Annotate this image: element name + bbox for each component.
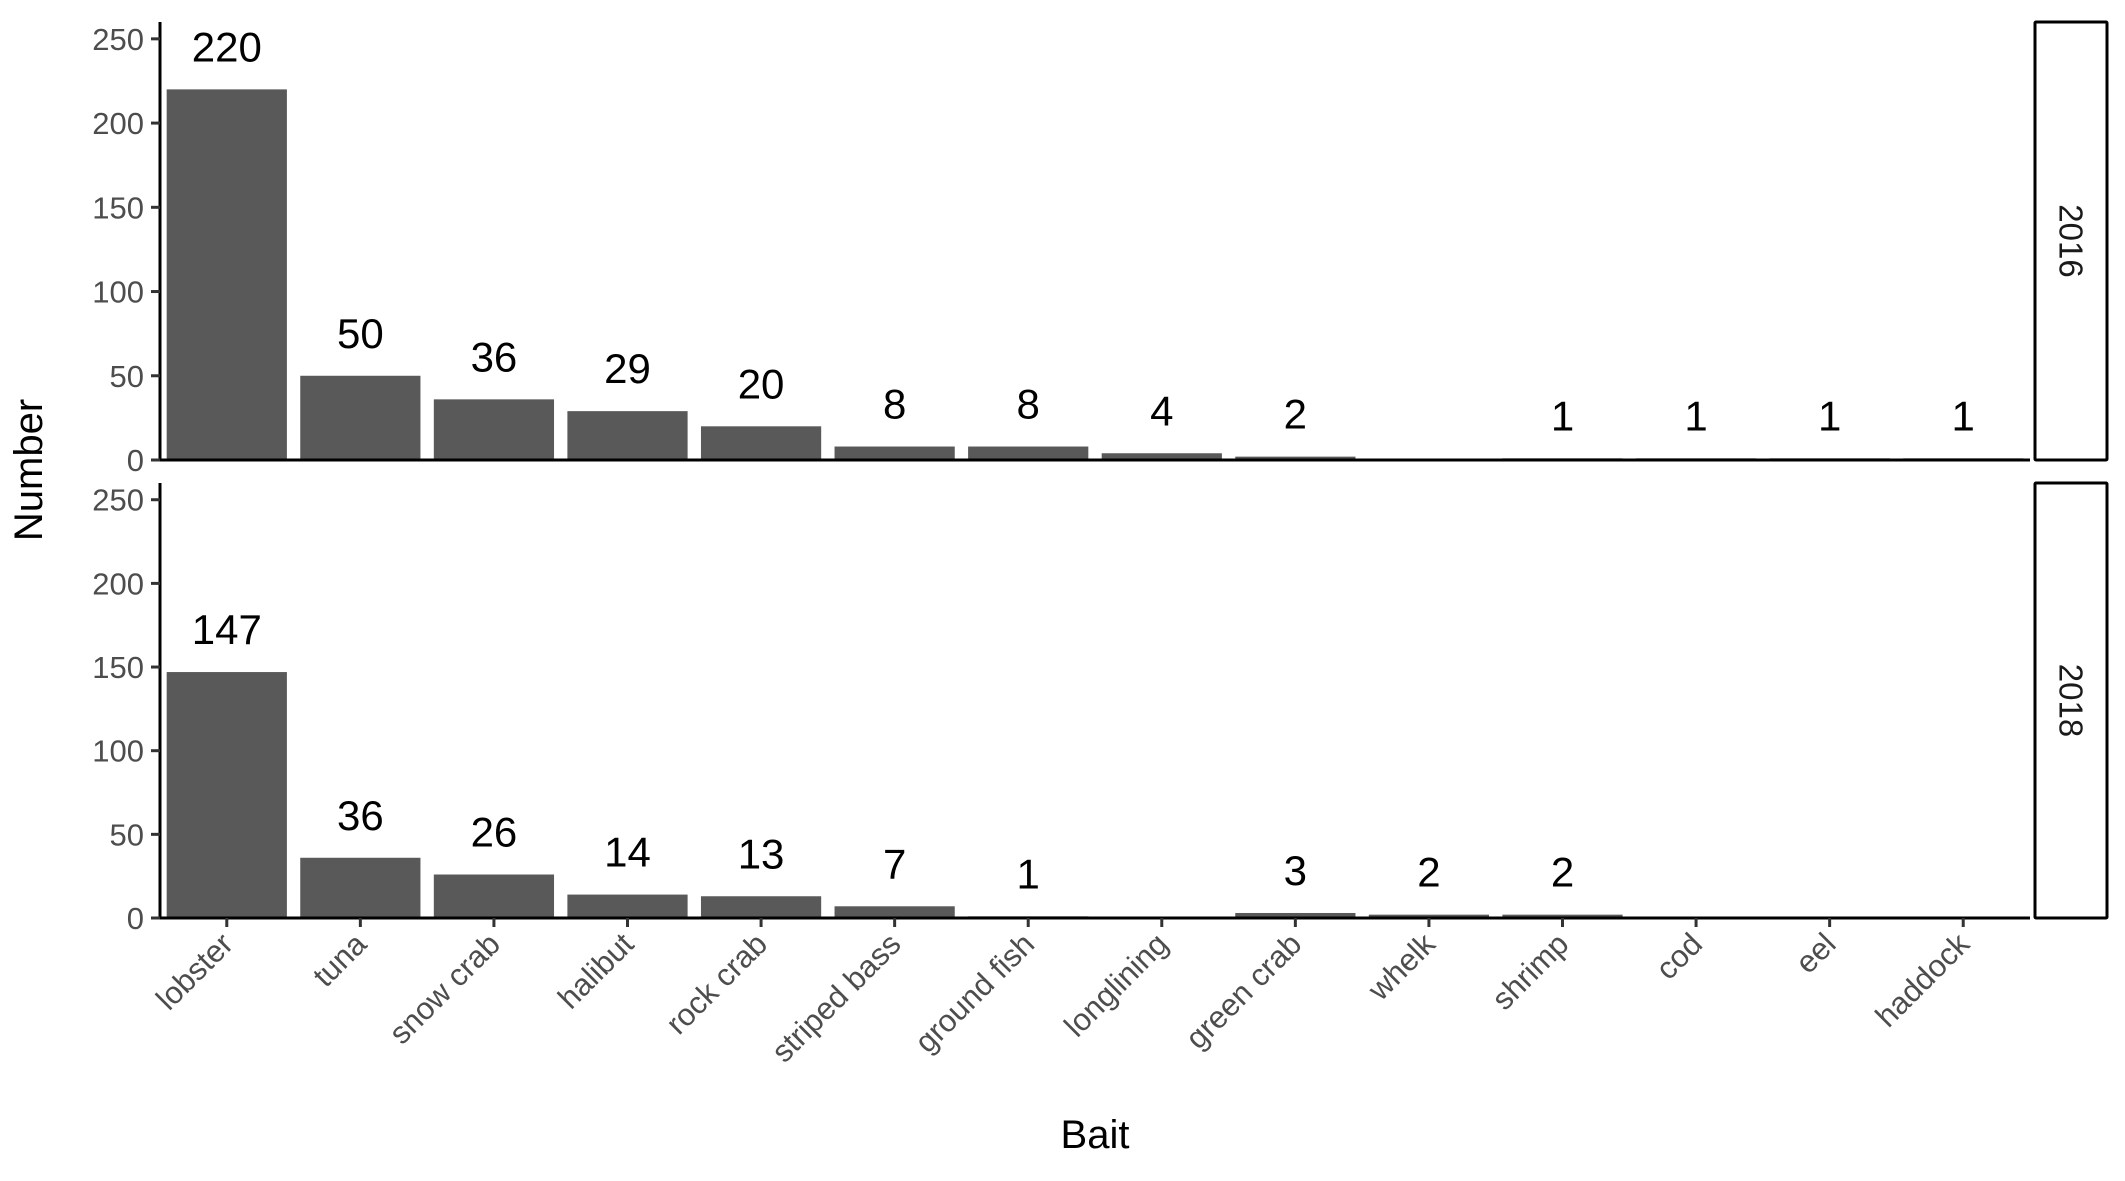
facet-strip-label: 2018 — [2053, 664, 2090, 737]
data-label: 20 — [738, 360, 785, 407]
bar — [700, 896, 822, 918]
data-label: 2 — [1284, 391, 1307, 438]
bar — [433, 874, 555, 918]
y-tick-label: 200 — [92, 566, 144, 601]
bar — [968, 446, 1089, 460]
data-label: 14 — [604, 829, 651, 876]
x-tick-label: tuna — [306, 926, 374, 994]
x-tick-label: eel — [1789, 926, 1843, 980]
x-tick-label: lobster — [149, 926, 240, 1017]
data-label: 220 — [192, 23, 262, 70]
y-tick-label: 150 — [92, 190, 144, 225]
data-label: 36 — [337, 792, 384, 839]
bar — [1502, 914, 1623, 918]
data-label: 13 — [738, 830, 785, 877]
data-label: 4 — [1150, 387, 1173, 434]
x-axis: lobster tuna snow crab halibut rock crabstri… — [149, 918, 1977, 1069]
data-label: 8 — [1017, 381, 1040, 428]
x-tick-label: striped bass — [765, 926, 908, 1069]
data-label: 2 — [1417, 849, 1440, 896]
bar — [834, 446, 955, 460]
bar — [567, 894, 688, 918]
bar — [1368, 914, 1490, 918]
x-tick-label: rock crab — [659, 926, 774, 1041]
x-tick-label: haddock — [1869, 926, 1977, 1034]
bar — [567, 411, 688, 460]
bar — [300, 857, 421, 918]
bar — [700, 426, 822, 460]
data-label: 36 — [471, 333, 518, 380]
data-label: 7 — [883, 840, 906, 887]
x-tick-label: ground fish — [908, 926, 1041, 1059]
data-label: 50 — [337, 310, 384, 357]
y-tick-label: 250 — [92, 483, 144, 518]
bar — [1101, 453, 1222, 460]
bar — [166, 672, 287, 918]
x-tick-label: longlining — [1057, 926, 1174, 1043]
y-tick-label: 50 — [110, 817, 144, 852]
data-label: 3 — [1284, 847, 1307, 894]
data-label: 29 — [604, 345, 651, 392]
x-tick-label: snow crab — [382, 926, 507, 1051]
y-tick-label: 50 — [110, 359, 144, 394]
x-tick-label: shrimp — [1485, 926, 1576, 1017]
data-label: 8 — [883, 381, 906, 428]
bar — [834, 906, 955, 918]
data-label: 1 — [1952, 392, 1975, 439]
x-tick-label: halibut — [551, 926, 641, 1016]
facet-strip — [2033, 20, 2109, 462]
y-tick-label: 150 — [92, 650, 144, 685]
y-tick-label: 100 — [92, 275, 144, 310]
bar — [433, 399, 555, 460]
y-axis-title: Number — [7, 399, 51, 541]
y-tick-label: 100 — [92, 734, 144, 769]
bar — [1235, 912, 1356, 918]
x-tick-label: cod — [1649, 926, 1709, 986]
y-tick-label: 0 — [127, 901, 144, 936]
data-label: 2 — [1551, 849, 1574, 896]
x-tick-label: green crab — [1179, 926, 1309, 1056]
bar — [166, 89, 287, 460]
data-label: 1 — [1017, 850, 1040, 897]
bar — [300, 375, 421, 460]
data-label: 1 — [1551, 392, 1574, 439]
x-axis-title: Bait — [1061, 1113, 1130, 1157]
bar — [1235, 456, 1356, 460]
data-label: 26 — [471, 809, 518, 856]
y-tick-label: 0 — [127, 443, 144, 478]
x-tick-label: whelk — [1360, 926, 1442, 1008]
data-label: 147 — [192, 606, 262, 653]
facet-strip — [2033, 481, 2109, 920]
facet-strip-label: 2016 — [2053, 204, 2090, 277]
data-label: 1 — [1818, 392, 1841, 439]
y-tick-label: 200 — [92, 106, 144, 141]
panel-2016: 220 50 36 29 20 8 8 4 2 1 1 1 1 0 50 100 150 200 250 2016 — [92, 20, 2109, 478]
y-tick-label: 250 — [92, 22, 144, 57]
data-label: 1 — [1684, 392, 1707, 439]
